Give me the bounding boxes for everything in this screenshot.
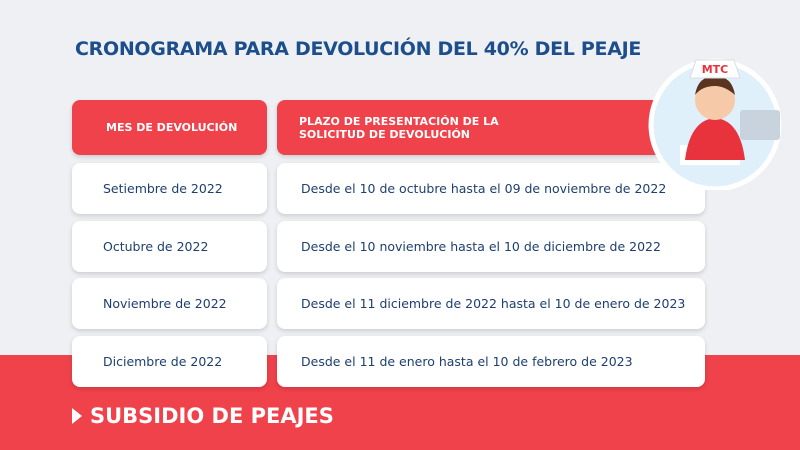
cell-text: Desde el 10 de octubre hasta el 09 de no… xyxy=(301,181,667,196)
month-cell: Noviembre de 2022 xyxy=(72,278,267,329)
mascot: MTC xyxy=(648,58,782,190)
footer: SUBSIDIO DE PEAJES xyxy=(72,404,334,428)
header-text: PLAZO DE PRESENTACIÓN DE LA xyxy=(299,114,499,128)
title: CRONOGRAMA PARA DEVOLUCIÓN DEL 40% DEL P… xyxy=(75,38,642,60)
play-icon xyxy=(72,408,82,424)
header-text: MES DE DEVOLUCIÓN xyxy=(106,121,238,134)
month-cell: Setiembre de 2022 xyxy=(72,163,267,214)
cell-text: Desde el 10 noviembre hasta el 10 de dic… xyxy=(301,238,661,254)
cell-text: Octubre de 2022 xyxy=(103,238,209,254)
period-cell: Desde el 10 de octubre hasta el 09 de no… xyxy=(277,163,705,214)
cell-text: Setiembre de 2022 xyxy=(103,181,223,196)
header-period: PLAZO DE PRESENTACIÓN DE LA SOLICITUD DE… xyxy=(277,100,705,155)
period-cell: Desde el 10 noviembre hasta el 10 de dic… xyxy=(277,220,705,272)
hair xyxy=(695,76,735,95)
laptop xyxy=(740,110,780,140)
cell-text: Noviembre de 2022 xyxy=(103,296,227,311)
cell-text: Diciembre de 2022 xyxy=(103,353,223,369)
body xyxy=(685,118,745,160)
face xyxy=(695,80,735,120)
month-cell: Diciembre de 2022 xyxy=(72,335,267,387)
cell-text: Desde el 11 diciembre de 2022 hasta el 1… xyxy=(301,296,686,311)
hat xyxy=(689,59,741,79)
month-cell: Octubre de 2022 xyxy=(72,220,267,272)
period-cell: Desde el 11 diciembre de 2022 hasta el 1… xyxy=(277,278,705,329)
hat-label: MTC xyxy=(702,63,729,76)
header-month: MES DE DEVOLUCIÓN xyxy=(72,100,267,155)
header-text: SOLICITUD DE DEVOLUCIÓN xyxy=(299,127,470,141)
footer-label: SUBSIDIO DE PEAJES xyxy=(90,404,334,428)
period-cell: Desde el 11 de enero hasta el 10 de febr… xyxy=(277,335,705,387)
cell-text: Desde el 11 de enero hasta el 10 de febr… xyxy=(301,353,633,369)
